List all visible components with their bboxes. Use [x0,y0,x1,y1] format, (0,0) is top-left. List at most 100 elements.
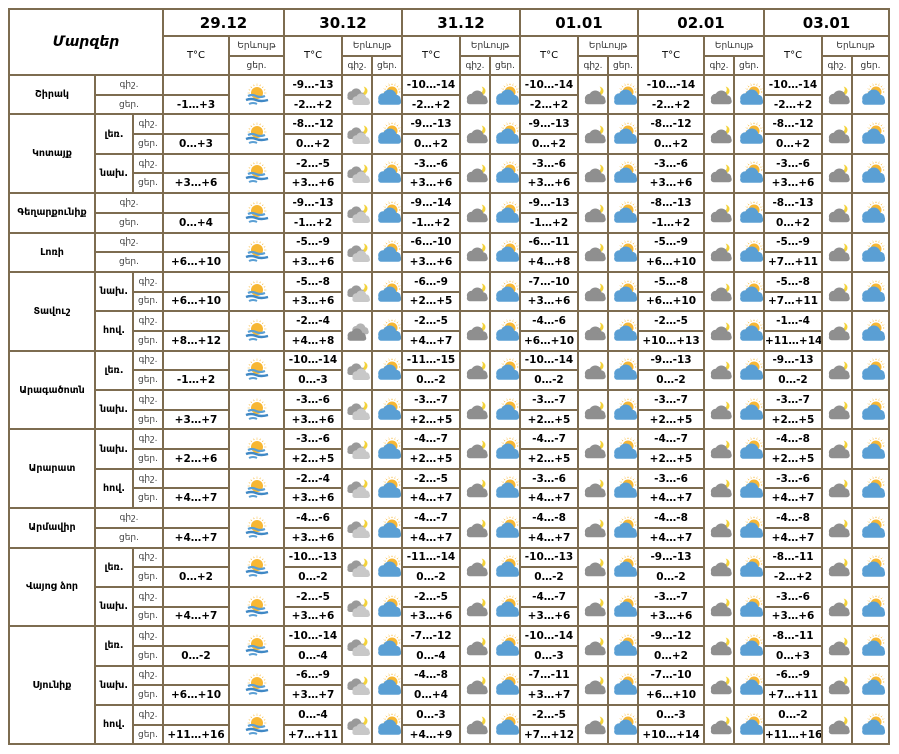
weather-cell [459,546,492,588]
day-temp: 0…-2 [637,369,706,391]
day-temp: 0…-2 [637,566,706,588]
weather-cell [733,310,766,352]
night-temp: -5…-8 [637,270,706,293]
weather-cell [489,113,522,155]
weather-cell [607,349,640,392]
sun-cloud-icon [492,554,519,580]
night-temp [162,310,230,332]
day-temp: 0…+4 [401,684,462,706]
weather-cell [821,73,854,116]
weather-cell [459,625,492,667]
day-temp: +4…+7 [401,329,462,352]
night-temp: -4…-8 [519,507,580,529]
cloud-moon-light-icon [344,160,371,186]
weather-cell [341,625,374,667]
weather-cell [227,585,286,628]
weather-cell [227,349,286,392]
weather-cell [371,664,404,707]
day-temp: +3…+6 [283,251,344,273]
weather-cell [733,349,766,392]
cloud-moon-icon [462,633,488,659]
weather-cell [607,703,640,746]
weather-cell [371,625,404,667]
weather-cell [371,310,404,352]
zone-name: հով. [94,703,134,746]
day-temp: +4…+7 [763,487,824,510]
night-label: գիշ. [94,231,164,254]
night-temp [162,74,230,96]
sun-cloud-icon [736,121,763,147]
cloud-moon-icon [580,200,606,226]
weather-cell [703,546,736,588]
night-temp: -4…-7 [401,507,462,529]
weather-cell [227,310,286,352]
day-temp: +2…+5 [763,408,824,431]
night-temp: -4…-7 [519,585,580,608]
sun-cloud-icon [492,594,519,620]
region-name: Լոռի [8,231,96,273]
region-name: Շիրակ [8,73,96,116]
sun-fog-icon [231,633,282,659]
cloud-moon-icon [580,515,606,541]
sun-fog-icon [231,279,282,305]
weather-cell [703,270,736,313]
night-temp: -3…-6 [283,428,344,451]
weather-cell [577,507,610,549]
cloudy-icon [344,318,370,344]
cloud-moon-icon [706,200,732,226]
sun-cloud-icon [610,594,637,620]
table-row: Արագածոտն լեռ. գիշ. -10…-14 -11…-15 -10…-14 -9… [8,349,891,431]
weather-cell [821,192,854,234]
weather-cell [489,507,522,549]
weather-cell [489,388,522,431]
day-temp: +3…+6 [401,172,462,195]
cloud-moon-light-icon [344,239,371,265]
sun-cloud-icon [854,475,887,501]
day-label: ցեր. [94,93,164,116]
cloud-moon-icon [462,82,488,108]
sun-cloud-icon [736,318,763,344]
weather-cell [607,231,640,273]
day-temp: -1…+2 [401,211,462,234]
night-temp [162,428,230,451]
regions-header: Մարզեր [8,8,164,76]
zone-name: հով. [94,467,134,510]
sun-cloud-icon [374,397,401,423]
cloud-moon-icon [706,515,732,541]
night-label: գիշ. [132,704,164,726]
night-temp: -3…-6 [283,389,344,411]
day-temp: +3…+6 [763,172,824,195]
date-header: 01.01 [519,8,640,37]
weather-cell [489,703,522,746]
cloud-moon-icon [462,554,488,580]
day-temp: +6…+10 [519,329,580,352]
night-temp: -6…-11 [519,231,580,254]
day-temp: +8…+12 [162,329,230,352]
sun-cloud-icon [374,475,401,501]
sun-cloud-icon [610,712,637,738]
weather-cell [577,152,610,195]
night-temp: -9…-13 [519,113,580,136]
day-label: ցեր. [132,487,164,510]
weather-cell [607,467,640,510]
weather-cell [577,625,610,667]
weather-cell [371,231,404,273]
region-name: Սյունիք [8,625,96,746]
cloud-moon-icon [580,397,606,423]
night-temp: -3…-7 [637,585,706,608]
weather-cell [703,585,736,628]
cloud-moon-icon [580,672,606,698]
cloud-moon-icon [706,239,732,265]
weather-cell [851,428,891,470]
weather-cell [577,467,610,510]
weather-cell [371,152,404,195]
cloud-moon-icon [462,160,488,186]
night-temp: -4…-7 [519,428,580,451]
night-header: գիշ. [577,55,610,76]
table-row: Շիրակ գիշ. -9…-13 -10…-14 -10…-14 -10…-14 -10…… [8,73,891,116]
zone-name: հով. [94,310,134,352]
cloud-moon-icon [580,357,606,383]
table-row: Արարատ նախ. գիշ. -3…-6 -4…-7 -4…-7 -4…-7 -4…-8 [8,428,891,510]
weather-cell [851,467,891,510]
night-label: գիշ. [132,467,164,490]
